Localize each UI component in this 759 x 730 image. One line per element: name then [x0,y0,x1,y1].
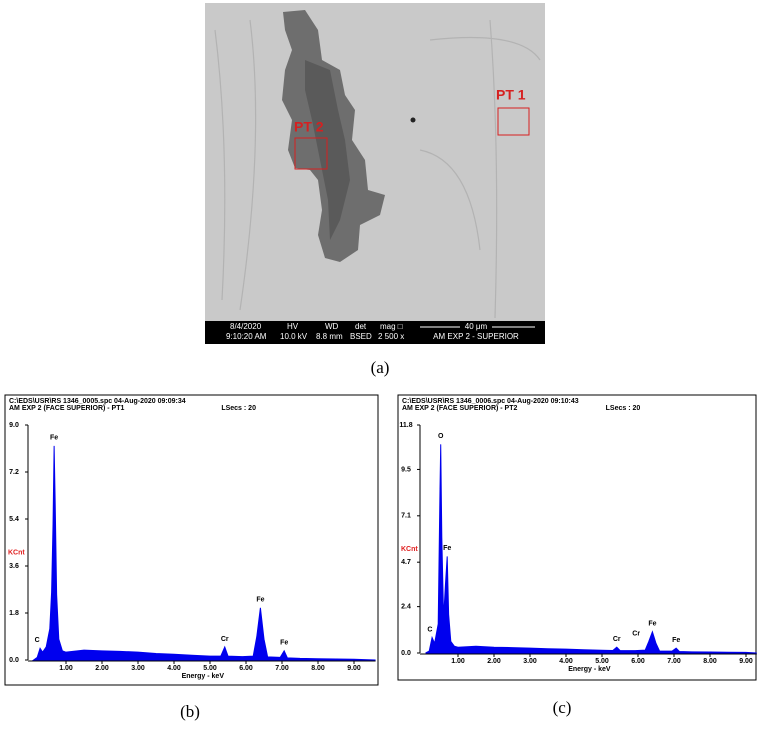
x-tick-label: 1.00 [59,665,73,672]
y-tick-label: 5.4 [9,516,19,523]
pt1-label: PT 1 [496,87,526,103]
x-tick-label: 8.00 [703,658,717,665]
spectrum-subheader: AM EXP 2 (FACE SUPERIOR) - PT1 [9,405,124,412]
x-tick-label: 2.00 [487,658,501,665]
info-det-value: BSED [350,332,372,341]
x-tick-label: 7.00 [275,665,289,672]
info-sample: AM EXP 2 - SUPERIOR [433,332,519,341]
info-hv-value: 10.0 kV [280,332,308,341]
y-tick-label: 0.0 [401,650,411,657]
x-axis-label: Energy - keV [568,666,611,673]
x-axis-label: Energy - keV [182,673,225,680]
sem-image: PT 1 PT 2 8/4/2020 9:10:20 AM HV 10.0 kV… [205,3,545,344]
x-tick-label: 7.00 [667,658,681,665]
caption-c: (c) [553,698,572,717]
info-hv: HV [287,322,299,331]
x-tick-label: 2.00 [95,665,109,672]
spectrum-header: C:\EDS\USR\RS 1346_0005.spc 04-Aug-2020 … [9,398,186,405]
sem-texture [214,19,541,319]
y-tick-label: 2.4 [401,603,411,610]
peak-label: Cr [221,636,229,643]
y-tick-label: 11.8 [399,422,412,429]
y-axis-label: KCnt [8,549,25,556]
y-tick-label: 3.6 [9,563,19,570]
info-mag: mag □ [380,322,403,331]
peak-label: Fe [256,597,264,604]
spectrum [32,445,376,661]
info-det: det [355,322,367,331]
spectrum-header: C:\EDS\USR\RS 1346_0006.spc 04-Aug-2020 … [402,398,579,405]
x-tick-label: 4.00 [167,665,181,672]
pore [410,117,416,123]
x-tick-label: 6.00 [631,658,645,665]
peak-label: Fe [50,435,58,442]
peak-label: Fe [672,637,680,644]
x-tick-label: 1.00 [451,658,465,665]
pt1-box [497,107,530,136]
x-tick-label: 9.00 [739,658,753,665]
spectrum-frame [397,394,757,681]
y-tick-label: 7.2 [9,469,19,476]
caption-b: (b) [180,702,200,721]
x-tick-label: 5.00 [203,665,217,672]
y-tick-label: 9.5 [401,466,411,473]
peak-label: Fe [443,545,451,552]
sem-background [205,3,545,321]
scale-label: 40 μm [465,322,488,331]
x-tick-label: 4.00 [559,658,573,665]
spectrum-subheader: AM EXP 2 (FACE SUPERIOR) - PT2 [402,405,517,412]
peak-label: O [438,433,444,440]
x-tick-label: 6.00 [239,665,253,672]
y-tick-label: 0.0 [9,657,19,664]
info-date: 8/4/2020 [230,322,262,331]
x-tick-label: 3.00 [131,665,145,672]
x-tick-label: 5.00 [595,658,609,665]
lsecs: LSecs : 20 [606,405,641,412]
spectrum-frame [4,394,379,686]
y-tick-label: 1.8 [9,610,19,617]
x-tick-label: 8.00 [311,665,325,672]
x-tick-label: 3.00 [523,658,537,665]
y-tick-label: 7.1 [401,513,411,520]
info-time: 9:10:20 AM [226,332,267,341]
spectrum [425,444,757,654]
caption-a: (a) [371,358,390,377]
pt2-label: PT 2 [294,119,324,135]
info-wd: WD [325,322,339,331]
peak-label: C [35,637,40,644]
y-tick-label: 9.0 [9,422,19,429]
peak-label: Cr [632,630,640,637]
lsecs: LSecs : 20 [221,405,256,412]
info-wd-value: 8.8 mm [316,332,343,341]
peak-label: Fe [648,621,656,628]
peak-label: C [427,626,432,633]
info-mag-value: 2 500 x [378,332,404,341]
x-tick-label: 9.00 [347,665,361,672]
peak-label: Fe [280,640,288,647]
peak-label: Cr [613,636,621,643]
y-axis-label: KCnt [401,546,418,553]
y-tick-label: 4.7 [401,559,411,566]
pt2-box [294,137,328,170]
